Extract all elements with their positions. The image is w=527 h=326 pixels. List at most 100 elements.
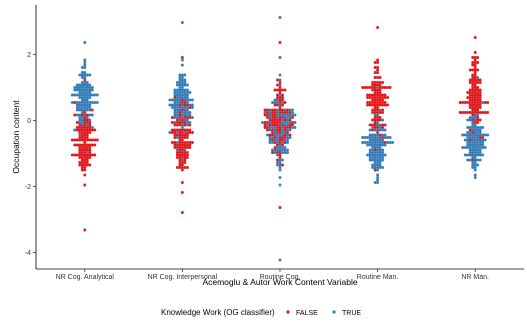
data-point [85, 158, 89, 162]
data-point [481, 136, 485, 139]
data-point [188, 113, 192, 117]
data-point [90, 108, 94, 112]
data-point [73, 153, 77, 157]
data-point [383, 143, 387, 147]
data-point [278, 163, 282, 167]
data-point [180, 63, 184, 67]
data-point [471, 98, 475, 102]
data-point [180, 113, 184, 117]
data-point [83, 81, 87, 84]
data-point [281, 151, 284, 154]
data-point [75, 86, 79, 89]
data-point [376, 178, 380, 182]
data-point [85, 83, 89, 87]
data-point [376, 136, 380, 139]
data-point [378, 158, 382, 162]
data-point [471, 106, 475, 109]
data-point [468, 133, 472, 137]
data-point [173, 128, 177, 132]
data-point [378, 98, 382, 102]
data-point [376, 113, 380, 117]
data-point [373, 103, 377, 107]
data-point [376, 26, 380, 29]
data-point [376, 93, 380, 97]
data-point [376, 156, 380, 159]
data-point [283, 101, 287, 104]
data-point [183, 146, 187, 149]
data-point [183, 78, 187, 82]
data-point [183, 101, 187, 104]
data-point [90, 101, 94, 104]
data-point [268, 141, 272, 144]
data-point [180, 123, 184, 127]
data-point [88, 143, 92, 147]
data-point [381, 148, 385, 152]
data-point [185, 153, 189, 157]
data-point [178, 111, 182, 114]
data-point [263, 111, 267, 114]
data-point [83, 86, 87, 89]
data-point [276, 78, 279, 82]
data-point [75, 103, 79, 107]
data-point [185, 108, 189, 112]
data-point [88, 93, 92, 97]
data-point [188, 123, 192, 127]
data-point [471, 81, 475, 84]
data-point [378, 96, 382, 99]
data-point [481, 133, 485, 137]
data-point [471, 138, 475, 142]
data-point [173, 116, 177, 119]
data-point [85, 128, 89, 132]
data-point [168, 131, 172, 134]
data-point [173, 106, 177, 109]
data-point [476, 113, 480, 117]
data-point [185, 156, 189, 159]
data-point [381, 126, 385, 129]
data-point [70, 93, 74, 97]
data-point [468, 68, 472, 72]
data-point [293, 126, 297, 129]
data-point [473, 118, 477, 122]
data-point [173, 146, 177, 149]
data-point [291, 121, 294, 124]
data-point [461, 146, 465, 149]
data-point [376, 106, 380, 109]
data-point [376, 71, 380, 74]
data-point [175, 93, 179, 97]
data-point [80, 93, 84, 97]
data-point [273, 133, 277, 137]
data-point [266, 126, 269, 129]
data-point [391, 141, 395, 144]
data-point [273, 108, 277, 112]
data-point [381, 156, 385, 159]
data-point [378, 148, 382, 152]
data-point [278, 113, 282, 117]
data-point [80, 151, 84, 154]
data-point [80, 146, 84, 149]
data-point [471, 76, 475, 79]
data-point [368, 123, 372, 127]
data-point [376, 128, 380, 132]
data-point [173, 136, 177, 139]
data-point [378, 141, 382, 144]
data-point [473, 156, 477, 159]
data-point [383, 93, 387, 97]
data-point [471, 83, 475, 87]
data-point [281, 131, 284, 134]
data-point [83, 71, 87, 74]
data-point [85, 161, 89, 164]
data-point [85, 106, 89, 109]
data-point [373, 128, 377, 132]
data-point [471, 123, 475, 127]
data-point [471, 151, 475, 154]
data-point [178, 83, 182, 87]
data-point [471, 56, 475, 59]
data-point [268, 126, 272, 129]
data-point [276, 146, 279, 149]
data-point [371, 126, 375, 129]
data-point [170, 106, 174, 109]
data-point [173, 141, 177, 144]
data-point [471, 148, 475, 152]
data-point [185, 101, 189, 104]
data-point [481, 143, 485, 147]
